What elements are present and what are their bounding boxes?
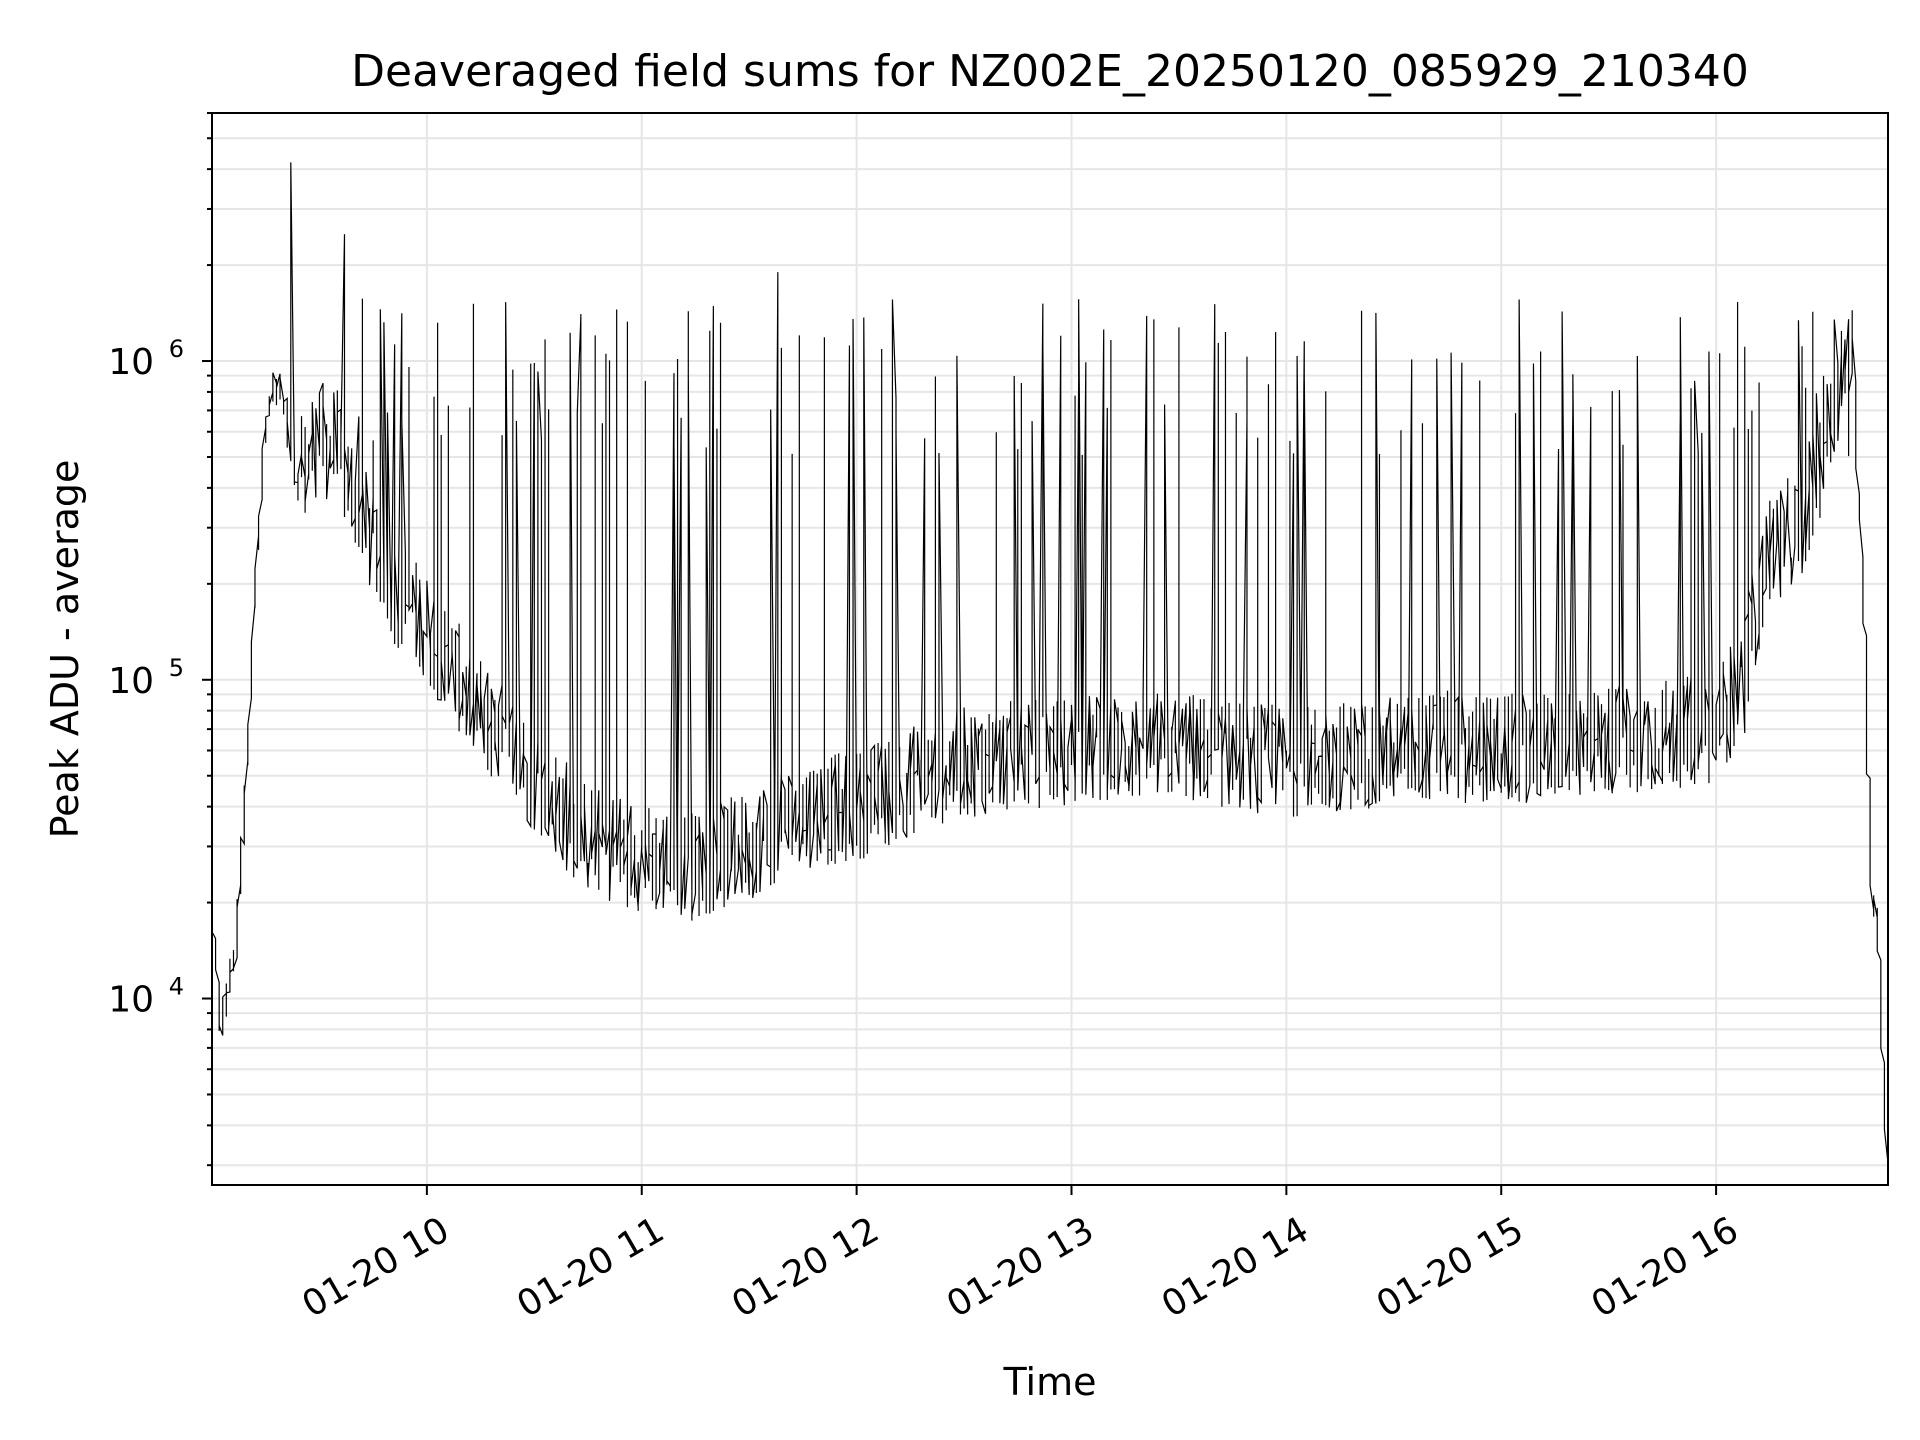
grid [212,112,1888,1185]
y-tick-label: 10 [108,980,154,1021]
data-series [211,162,1889,1164]
y-tick-exponent: 4 [169,973,184,1001]
x-tick-label: 01-20 15 [1370,1209,1531,1325]
x-tick-label: 01-20 16 [1585,1209,1746,1325]
series-line [211,162,1889,1164]
y-axis: 10 4 10 5 10 6 [108,112,212,1167]
x-tick-label: 01-20 13 [940,1209,1101,1325]
y-tick-label: 10 [108,661,154,702]
y-axis-label: Peak ADU - average [43,460,87,839]
x-tick-label: 01-20 14 [1155,1209,1316,1325]
x-tick-label: 01-20 11 [510,1209,671,1325]
x-tick-label: 01-20 10 [295,1209,456,1325]
plot-frame [211,112,1889,1186]
x-axis-label: Time [1003,1360,1097,1404]
y-tick-exponent: 6 [169,335,184,363]
x-tick-label: 01-20 12 [725,1209,886,1325]
y-tick-label: 10 [108,342,154,383]
x-axis: 01-20 10 01-20 11 01-20 12 01-20 13 01-20 14… [295,1185,1745,1326]
chart-title: Deaveraged field sums for NZ002E_2025012… [351,46,1749,97]
y-tick-exponent: 5 [169,654,184,682]
